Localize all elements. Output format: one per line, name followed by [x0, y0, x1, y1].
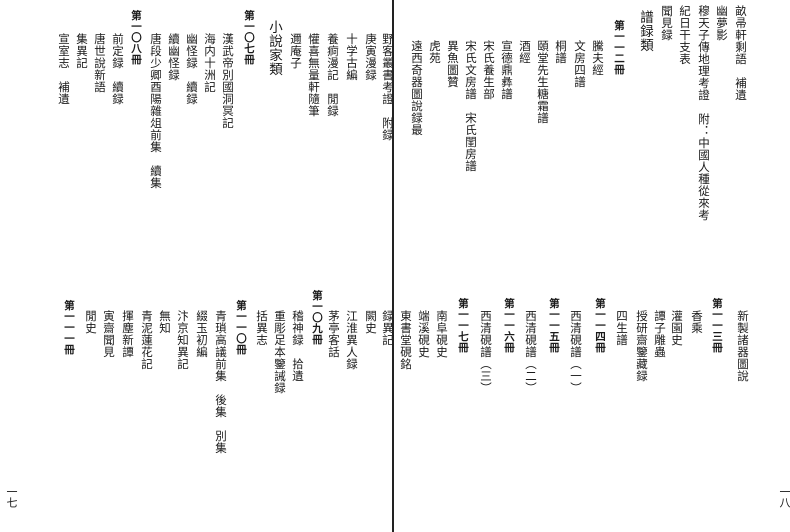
volume-115: 第一一五冊: [548, 298, 560, 353]
right-upper-12: 宣德鼎彝譜: [500, 40, 514, 100]
right-lower-16: 東書堂硯銘: [399, 310, 413, 370]
volume-114: 第一一四冊: [594, 298, 606, 353]
left-lower-10: 綴玉初編: [195, 310, 209, 358]
left-upper-0: 野客叢書考證 附録: [381, 33, 395, 141]
volume-117: 第一一七冊: [457, 298, 469, 353]
volume-116: 第一一六冊: [503, 298, 515, 353]
right-upper-16: 虎苑: [428, 40, 442, 64]
right-lower-0: 新製諸器圖說: [736, 310, 750, 382]
volume-112: 第一一二冊: [613, 20, 625, 75]
right-lower-5: 授研齋鑒藏録: [635, 310, 649, 382]
right-upper-9: 桐譜: [554, 40, 568, 64]
left-lower-6: 重彫足本鑒誡録: [273, 310, 287, 394]
right-upper-7: 騰夫經: [591, 40, 605, 76]
right-lower-8: 西清硯譜（一）: [569, 310, 583, 394]
right-upper-13: 宋氏養生部: [482, 40, 496, 100]
page-number-right: 一八: [778, 486, 790, 508]
right-lower-4: 譚子雕蟲: [653, 310, 667, 358]
volume-110: 第一一〇冊: [235, 300, 247, 355]
left-upper-9: 海内十洲記: [203, 33, 217, 93]
left-upper-14: 前定録 續録: [111, 33, 125, 105]
left-lower-9: 青瑣高議前集 後集 別集: [214, 310, 228, 454]
left-lower-12: 無知: [158, 310, 172, 334]
left-upper-17: 宣室志 補遺: [57, 33, 71, 105]
right-upper-3: 紀日干支表: [678, 5, 692, 65]
volume-107: 第一〇七冊: [243, 10, 255, 65]
right-upper-4: 聞見録: [660, 5, 674, 41]
left-lower-11: 汴京知異記: [176, 310, 190, 370]
left-lower-0: 録異記: [381, 310, 395, 346]
volume-113: 第一一三冊: [711, 298, 723, 353]
volume-111: 第一一一冊: [63, 300, 75, 355]
category-heading-fiction: 小說家類: [266, 20, 282, 76]
left-upper-12: 唐段少卿酉陽雜俎前集 續集: [149, 33, 163, 189]
left-lower-16: 閒史: [84, 310, 98, 334]
right-lower-6: 四生譜: [615, 310, 629, 346]
left-lower-2: 江淮異人録: [345, 310, 359, 370]
left-lower-14: 揮塵新譚: [121, 310, 135, 358]
left-lower-5: 稽神録 拾遺: [291, 310, 305, 382]
left-lower-1: 闕史: [364, 310, 378, 334]
left-upper-8: 漢武帝別國洞冥記: [221, 33, 235, 129]
right-lower-12: 西清硯譜（三）: [479, 310, 493, 394]
right-upper-15: 異魚圖贊: [446, 40, 460, 88]
right-lower-14: 南阜硯史: [435, 310, 449, 358]
left-lower-3: 茅亭客話: [327, 310, 341, 358]
left-lower-7: 括異志: [255, 310, 269, 346]
right-upper-17: 遠西奇器圖說録最: [410, 40, 424, 136]
right-lower-2: 香乘: [690, 310, 704, 334]
volume-109: 第一〇九冊: [311, 290, 323, 345]
page-spine-divider: [392, 0, 394, 532]
right-upper-8: 文房四譜: [573, 40, 587, 88]
left-upper-2: 十学古編: [345, 33, 359, 81]
left-upper-5: 邇庵子: [289, 33, 303, 69]
right-lower-3: 灌園史: [670, 310, 684, 346]
left-upper-11: 續幽怪録: [167, 33, 181, 81]
left-lower-15: 寅齋聞見: [102, 310, 116, 358]
left-upper-10: 幽怪録 續録: [185, 33, 199, 105]
left-upper-1: 庚寅漫録: [364, 33, 378, 81]
right-upper-10: 頤堂先生糖霜譜: [536, 40, 550, 124]
left-lower-13: 青泥蓮花記: [140, 310, 154, 370]
right-lower-10: 西清硯譜（二）: [524, 310, 538, 394]
left-upper-16: 集異記: [75, 33, 89, 69]
right-lower-15: 端溪硯史: [417, 310, 431, 358]
left-upper-4: 懽喜無量軒隨筆: [307, 33, 321, 117]
right-upper-11: 酒經: [518, 40, 532, 64]
right-page: 畝帚軒剩語 補遺 幽夢影 穆天子傳地理考證 附：中國人種從來考 紀日干支表 聞見…: [394, 0, 790, 532]
right-upper-0: 畝帚軒剩語 補遺: [734, 5, 748, 101]
category-heading-catalogues: 譜録類: [637, 10, 653, 52]
left-upper-15: 唐世說新語: [93, 33, 107, 93]
volume-108: 第一〇八冊: [130, 10, 142, 65]
left-upper-3: 養痾漫記 閒録: [326, 33, 340, 117]
page-number-left: 一七: [5, 486, 18, 508]
right-upper-2: 穆天子傳地理考證 附：中國人種從來考: [697, 5, 711, 221]
right-upper-14: 宋氏文房譜 宋氏閨房譜: [464, 40, 478, 172]
left-page: 野客叢書考證 附録 庚寅漫録 十学古編 養痾漫記 閒録 懽喜無量軒隨筆 邇庵子 …: [0, 0, 395, 532]
right-upper-1: 幽夢影: [715, 5, 729, 41]
